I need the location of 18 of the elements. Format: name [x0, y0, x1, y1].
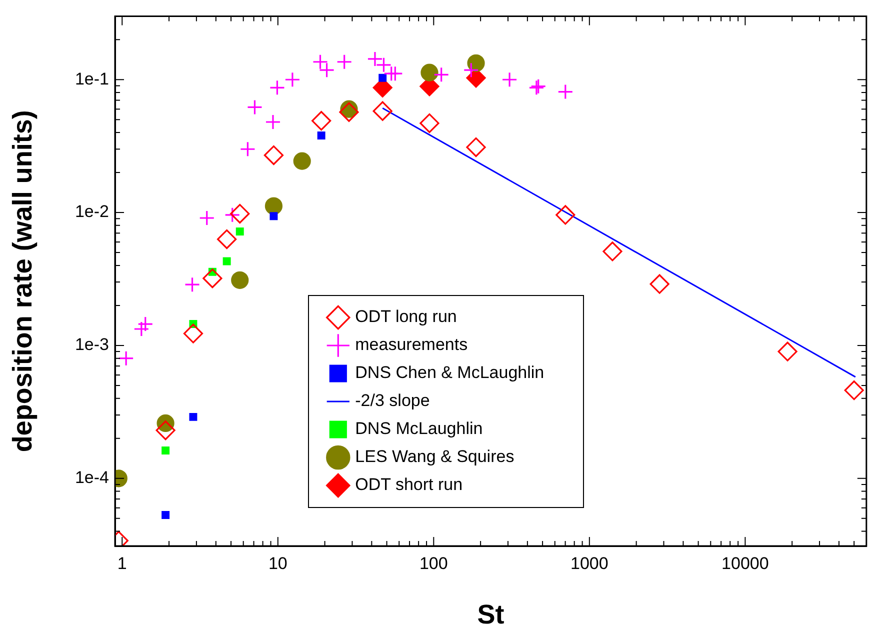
legend-label: ODT long run: [355, 307, 457, 326]
x-tick-label: 1: [117, 554, 127, 573]
y-tick-label: 1e-2: [74, 202, 109, 222]
legend-label: DNS McLaughlin: [355, 419, 483, 438]
y-tick-label: 1e-4: [74, 468, 109, 488]
x-axis-title: St: [477, 599, 504, 630]
y-tick-label: 1e-1: [74, 69, 109, 88]
x-tick-label: 10: [268, 554, 288, 573]
x-tick-label: 100: [419, 554, 448, 573]
x-tick-label: 1000: [570, 554, 608, 573]
legend-label: LES Wang & Squires: [355, 447, 514, 466]
y-tick-label: 1e-3: [74, 335, 109, 354]
y-axis-title: deposition rate (wall units): [8, 110, 38, 452]
x-tick-label: 10000: [722, 554, 769, 573]
legend-label: measurements: [355, 335, 468, 354]
legend-label: ODT short run: [355, 475, 463, 494]
legend-label: DNS Chen & McLaughlin: [355, 363, 544, 382]
legend-label: -2/3 slope: [355, 391, 430, 410]
